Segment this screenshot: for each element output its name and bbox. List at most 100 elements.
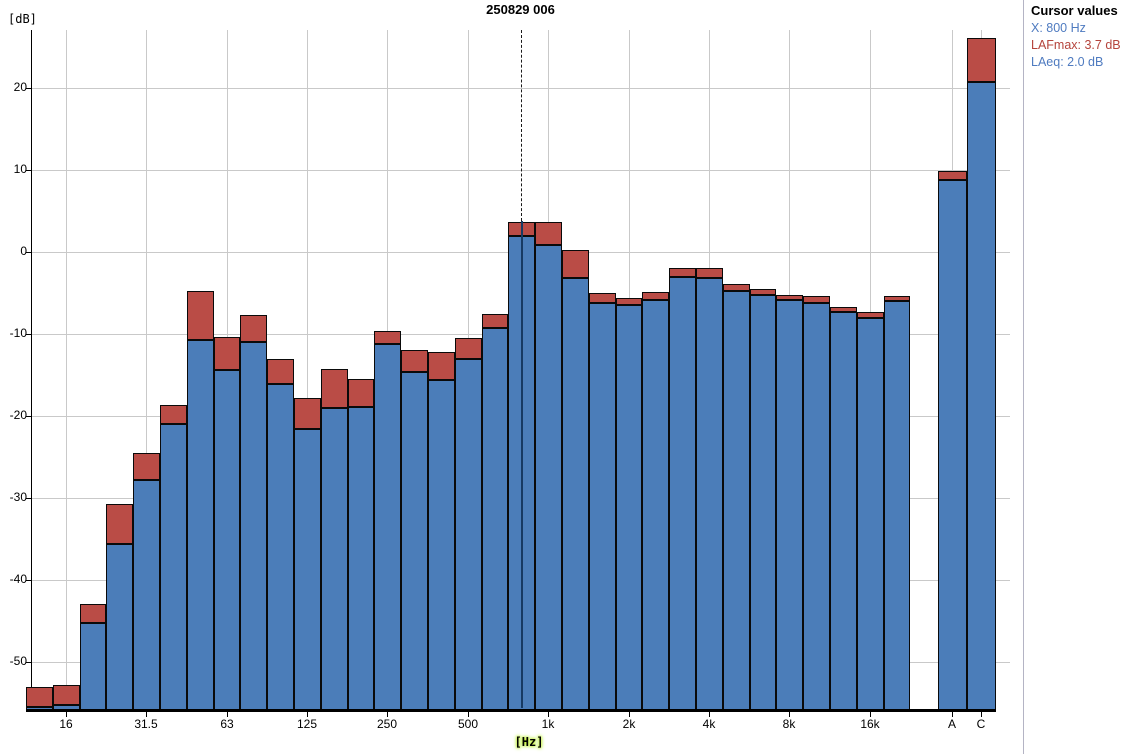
- x-axis-tick: [66, 712, 67, 717]
- band-25-laeq-bar[interactable]: [106, 543, 134, 711]
- band-40-lafmax-bar[interactable]: [160, 404, 187, 425]
- y-axis-tick: [26, 88, 31, 89]
- y-axis-tick: [26, 170, 31, 171]
- band-A-lafmax-bar[interactable]: [938, 170, 967, 180]
- v-gridline: [307, 30, 308, 711]
- band-10k-lafmax-bar[interactable]: [803, 296, 830, 303]
- y-axis-tick: [26, 498, 31, 499]
- x-tick-label-2k: 2k: [622, 717, 636, 731]
- band-16k-lafmax-bar[interactable]: [856, 311, 884, 318]
- y-axis-tick: [26, 334, 31, 335]
- band-200-lafmax-bar[interactable]: [347, 379, 375, 407]
- band-31.5-laeq-bar[interactable]: [133, 479, 160, 711]
- band-80-laeq-bar[interactable]: [240, 342, 268, 711]
- band-1.6k-laeq-bar[interactable]: [588, 302, 616, 711]
- x-tick-label-31.5: 31.5: [134, 717, 158, 731]
- band-4k-laeq-bar[interactable]: [696, 278, 723, 711]
- band-6.3k-laeq-bar[interactable]: [749, 294, 777, 711]
- band-1.25k-lafmax-bar[interactable]: [562, 250, 589, 279]
- band-400-laeq-bar[interactable]: [428, 379, 455, 711]
- band-315-laeq-bar[interactable]: [401, 371, 428, 711]
- band-400-lafmax-bar[interactable]: [428, 352, 455, 380]
- band-250-laeq-bar[interactable]: [374, 343, 402, 711]
- band-1.25k-laeq-bar[interactable]: [562, 278, 589, 711]
- band-1.6k-lafmax-bar[interactable]: [588, 293, 616, 303]
- band-C-laeq-bar[interactable]: [967, 82, 996, 711]
- band-100-laeq-bar[interactable]: [267, 384, 294, 711]
- band-1k-laeq-bar[interactable]: [535, 244, 562, 711]
- cursor-x-value: X: 800 Hz: [1031, 21, 1086, 35]
- x-tick-label-16: 16: [59, 717, 73, 731]
- band-A-laeq-bar[interactable]: [938, 179, 967, 711]
- band-12.5-lafmax-bar[interactable]: [26, 686, 53, 708]
- band-500-lafmax-bar[interactable]: [454, 338, 482, 359]
- band-1k-lafmax-bar[interactable]: [535, 222, 562, 245]
- band-500-laeq-bar[interactable]: [454, 358, 482, 711]
- band-10k-laeq-bar[interactable]: [803, 302, 830, 711]
- band-5k-lafmax-bar[interactable]: [722, 283, 750, 292]
- band-315-lafmax-bar[interactable]: [401, 350, 428, 372]
- x-axis-line: [26, 709, 996, 712]
- x-tick-label-8k: 8k: [782, 717, 796, 731]
- x-axis-unit-label: [Hz]: [514, 735, 544, 749]
- band-25-lafmax-bar[interactable]: [106, 503, 134, 544]
- band-8k-lafmax-bar[interactable]: [776, 294, 804, 301]
- band-5k-laeq-bar[interactable]: [722, 291, 750, 711]
- x-axis-tick: [548, 712, 549, 717]
- band-12.5k-laeq-bar[interactable]: [830, 311, 857, 711]
- band-8k-laeq-bar[interactable]: [776, 300, 804, 711]
- band-16-lafmax-bar[interactable]: [52, 684, 80, 705]
- band-20k-lafmax-bar[interactable]: [883, 296, 911, 302]
- cursor-line-dashed[interactable]: [521, 30, 522, 221]
- band-630-laeq-bar[interactable]: [481, 328, 509, 711]
- x-tick-label-500: 500: [457, 717, 479, 731]
- band-50-lafmax-bar[interactable]: [186, 291, 214, 340]
- y-axis-line: [31, 30, 32, 711]
- band-16k-laeq-bar[interactable]: [856, 317, 884, 711]
- spectrum-plot-area[interactable]: 20 10 0 -10 -20 -30 -40 -50 16 31.5 63 125 250 500 1k 2…: [10, 30, 1010, 749]
- v-gridline: [66, 30, 67, 711]
- y-tick-label: -50: [9, 654, 27, 668]
- band-100-lafmax-bar[interactable]: [267, 358, 294, 384]
- band-20-lafmax-bar[interactable]: [79, 603, 107, 624]
- band-50-laeq-bar[interactable]: [186, 339, 214, 711]
- band-2.5k-lafmax-bar[interactable]: [642, 292, 670, 300]
- y-tick-label: -20: [9, 408, 27, 422]
- band-12.5k-lafmax-bar[interactable]: [830, 306, 857, 312]
- band-125-lafmax-bar[interactable]: [294, 397, 321, 430]
- cursor-line[interactable]: [521, 221, 523, 708]
- band-2.5k-laeq-bar[interactable]: [642, 299, 670, 711]
- band-20-laeq-bar[interactable]: [79, 623, 107, 711]
- x-axis-tick: [307, 712, 308, 717]
- cursor-lafmax-value: LAFmax: 3.7 dB: [1031, 38, 1121, 52]
- band-250-lafmax-bar[interactable]: [374, 330, 402, 344]
- band-2k-lafmax-bar[interactable]: [615, 297, 643, 306]
- y-tick-label: 10: [13, 162, 27, 176]
- band-200-laeq-bar[interactable]: [347, 406, 375, 711]
- v-gridline: [146, 30, 147, 711]
- x-tick-label-250: 250: [376, 717, 398, 731]
- band-4k-lafmax-bar[interactable]: [696, 267, 723, 279]
- x-tick-label-A: A: [947, 717, 956, 731]
- band-20k-laeq-bar[interactable]: [883, 301, 911, 711]
- band-63-lafmax-bar[interactable]: [213, 337, 241, 371]
- y-tick-label: -10: [9, 326, 27, 340]
- band-3.15k-laeq-bar[interactable]: [669, 277, 696, 711]
- y-tick-label: -40: [9, 572, 27, 586]
- band-6.3k-lafmax-bar[interactable]: [749, 288, 777, 295]
- cursor-laeq-value: LAeq: 2.0 dB: [1031, 55, 1104, 69]
- band-80-lafmax-bar[interactable]: [240, 315, 268, 343]
- band-160-lafmax-bar[interactable]: [320, 369, 348, 408]
- band-125-laeq-bar[interactable]: [294, 429, 321, 711]
- cursor-values-heading: Cursor values: [1031, 3, 1118, 18]
- x-tick-label-125: 125: [296, 717, 318, 731]
- band-31.5-lafmax-bar[interactable]: [133, 452, 160, 480]
- band-40-laeq-bar[interactable]: [160, 424, 187, 711]
- band-160-laeq-bar[interactable]: [320, 407, 348, 711]
- band-C-lafmax-bar[interactable]: [967, 37, 996, 83]
- band-63-laeq-bar[interactable]: [213, 370, 241, 711]
- band-3.15k-lafmax-bar[interactable]: [669, 268, 696, 278]
- band-630-lafmax-bar[interactable]: [481, 314, 509, 329]
- band-2k-laeq-bar[interactable]: [615, 305, 643, 711]
